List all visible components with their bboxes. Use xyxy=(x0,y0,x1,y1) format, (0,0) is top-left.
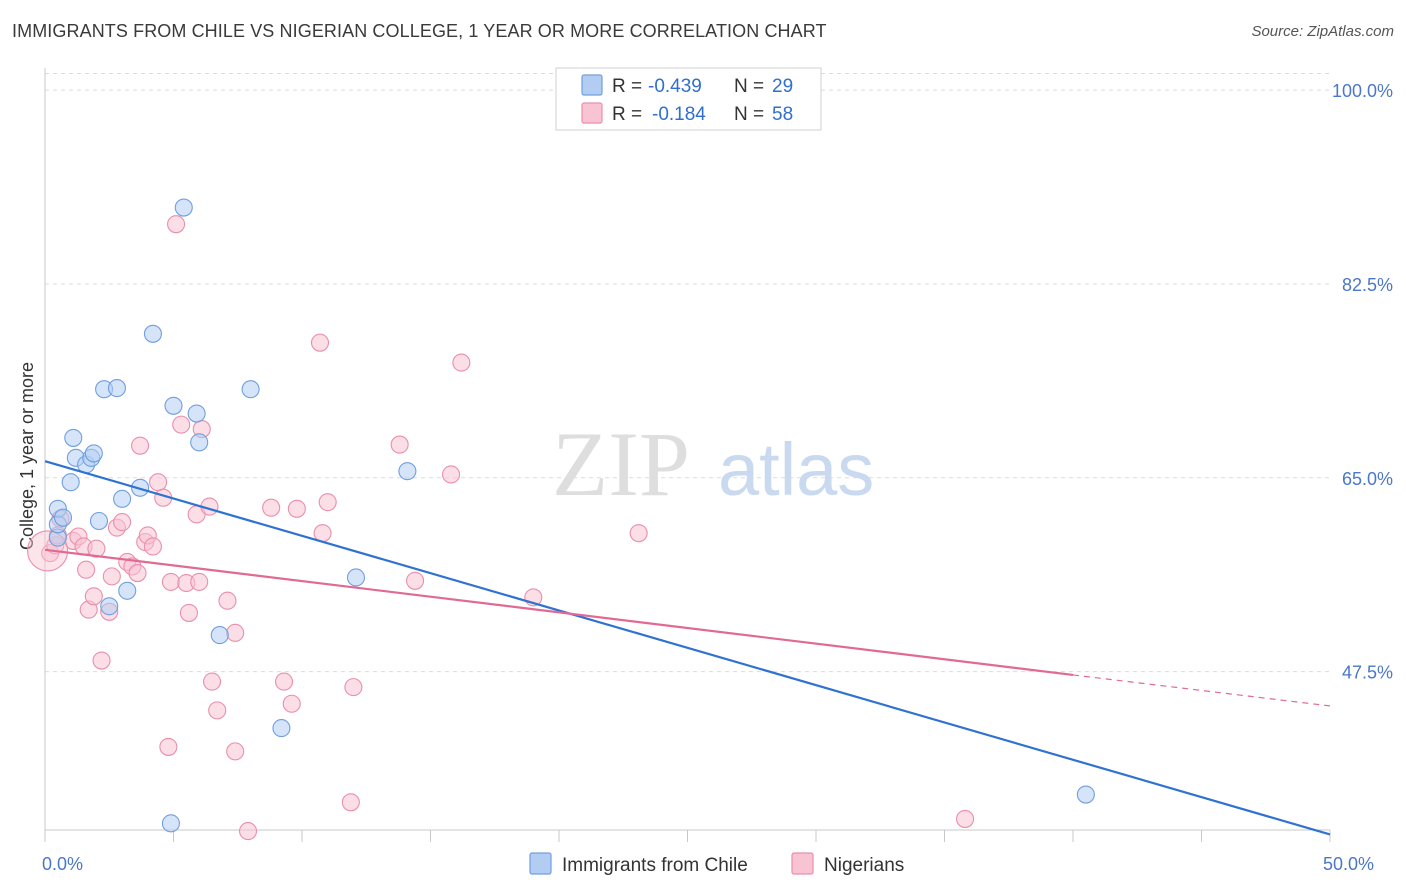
nigerians-point xyxy=(390,435,409,454)
chile-point xyxy=(84,444,103,463)
x-tick-labels: 0.0% 50.0% xyxy=(42,854,1374,874)
nigerians-point xyxy=(161,572,180,591)
nigerians-trend-line-extension xyxy=(1072,674,1331,707)
bottom-legend-label-nigerians: Nigerians xyxy=(824,855,904,876)
chile-point xyxy=(190,433,209,452)
watermark-atlas: atlas xyxy=(718,428,874,511)
bottom-legend: Immigrants from Chile Nigerians xyxy=(529,852,904,876)
legend-n-label-chile: N = xyxy=(734,76,764,97)
nigerians-point xyxy=(956,809,975,828)
nigerians-point xyxy=(77,560,96,579)
nigerians-point xyxy=(406,571,425,590)
chile-point xyxy=(1076,785,1095,804)
chile-point xyxy=(187,404,206,423)
chile-points xyxy=(48,198,1095,833)
trend-lines xyxy=(44,460,1331,836)
nigerians-trend-line xyxy=(44,548,1074,677)
nigerians-point xyxy=(102,567,121,586)
legend-r-label-nigerians: R = xyxy=(612,104,642,125)
nigerians-point xyxy=(167,215,186,234)
nigerians-point xyxy=(179,603,198,622)
legend-swatch-nigerians xyxy=(581,102,603,124)
nigerians-point xyxy=(310,333,330,352)
watermark-zip: ZIP xyxy=(552,413,690,515)
x-tick-label-min: 0.0% xyxy=(42,854,83,874)
nigerians-point xyxy=(274,672,294,691)
nigerians-point xyxy=(344,678,363,697)
bottom-legend-swatch-nigerians xyxy=(791,852,814,875)
nigerians-point xyxy=(128,563,147,583)
nigerians-point xyxy=(149,473,168,492)
chile-trend-line xyxy=(44,460,1331,836)
chile-point xyxy=(272,719,291,738)
chart-source: Source: ZipAtlas.com xyxy=(1251,23,1394,40)
axis-layer xyxy=(44,68,1331,842)
legend-n-label-nigerians: N = xyxy=(734,104,764,125)
nigerians-point xyxy=(84,587,103,606)
y-tick-label: 82.5% xyxy=(1342,275,1393,295)
nigerians-point xyxy=(452,353,471,372)
nigerians-point xyxy=(143,537,162,556)
y-tick-label: 65.0% xyxy=(1342,469,1393,489)
legend-n-value-chile: 29 xyxy=(772,76,793,97)
y-tick-label: 100.0% xyxy=(1332,81,1393,101)
chart-title: IMMIGRANTS FROM CHILE VS NIGERIAN COLLEG… xyxy=(12,21,827,41)
nigerians-point xyxy=(172,415,191,434)
chile-point xyxy=(174,198,193,217)
nigerians-point xyxy=(203,672,222,691)
legend-r-value-nigerians: -0.184 xyxy=(652,104,706,125)
chile-point xyxy=(61,473,80,492)
chile-point xyxy=(107,379,127,398)
nigerians-point xyxy=(318,493,337,512)
nigerians-point xyxy=(208,701,227,720)
nigerians-point xyxy=(113,513,132,532)
y-tick-label: 47.5% xyxy=(1342,663,1393,683)
nigerians-point xyxy=(190,572,209,591)
bottom-legend-swatch-chile xyxy=(529,852,552,875)
chile-point xyxy=(346,568,366,587)
chile-point xyxy=(64,428,83,447)
legend-n-value-nigerians: 58 xyxy=(772,104,793,125)
bottom-legend-label-chile: Immigrants from Chile xyxy=(562,855,748,876)
nigerians-point xyxy=(287,499,306,518)
nigerians-point xyxy=(282,694,301,713)
chile-point xyxy=(118,581,137,600)
nigerians-point xyxy=(238,822,258,841)
chile-point xyxy=(100,597,119,616)
nigerians-point xyxy=(218,591,237,610)
nigerians-point xyxy=(159,737,178,756)
nigerians-points xyxy=(27,215,975,841)
chile-point xyxy=(113,489,132,508)
legend-swatch-chile xyxy=(581,74,603,96)
chile-point xyxy=(164,396,183,415)
grid-layer xyxy=(45,73,1330,673)
nigerians-point xyxy=(87,539,106,558)
nigerians-point xyxy=(629,524,648,543)
legend-r-label-chile: R = xyxy=(612,76,642,97)
nigerians-point xyxy=(92,651,111,670)
chile-point xyxy=(161,814,180,833)
nigerians-point xyxy=(341,793,360,812)
legend-r-value-chile: -0.439 xyxy=(648,76,702,97)
nigerians-point xyxy=(226,742,245,761)
top-legend: R = -0.439 N = 29 R = -0.184 N = 58 xyxy=(555,67,822,131)
watermark: ZIP atlas xyxy=(552,413,874,515)
nigerians-point xyxy=(442,465,461,484)
chile-point xyxy=(241,380,260,399)
chile-point xyxy=(89,511,109,531)
x-tick-label-max: 50.0% xyxy=(1323,854,1374,874)
nigerians-point xyxy=(226,623,245,642)
y-axis-label: College, 1 year or more xyxy=(17,362,37,550)
chile-point xyxy=(143,324,162,343)
nigerians-point xyxy=(131,436,150,455)
y-tick-labels: 47.5% 65.0% 82.5% 100.0% xyxy=(1332,81,1393,682)
chile-point xyxy=(53,508,73,527)
chile-point xyxy=(398,462,417,481)
nigerians-point xyxy=(262,498,281,517)
chile-point xyxy=(210,626,229,645)
